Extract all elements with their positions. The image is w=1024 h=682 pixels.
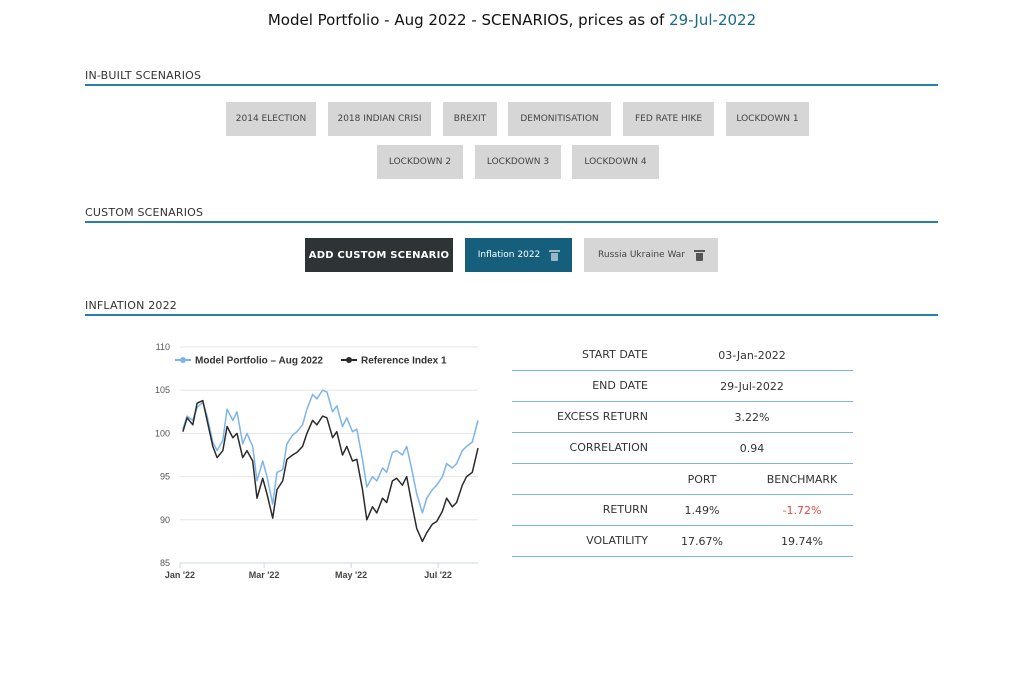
scenario-stats-table: START DATE 03-Jan-2022 END DATE 29-Jul-2… <box>512 340 853 557</box>
stats-col-benchmark: BENCHMARK <box>766 473 838 486</box>
custom-scenario-russia-ukraine-war[interactable]: Russia Ukraine War <box>584 238 718 272</box>
stats-value: 3.22% <box>734 411 770 424</box>
x-tick-label: Jul '22 <box>424 570 452 580</box>
y-tick-label: 110 <box>156 342 170 352</box>
stats-row-return: RETURN 1.49% -1.72% <box>512 495 853 526</box>
custom-scenario-label: Inflation 2022 <box>477 250 541 260</box>
legend-label: Reference Index 1 <box>361 356 447 367</box>
y-tick-label: 90 <box>160 515 170 525</box>
trash-icon[interactable] <box>549 249 561 261</box>
scenario-button-2014-election[interactable]: 2014 ELECTION <box>226 102 316 136</box>
stats-label: VOLATILITY <box>586 534 648 547</box>
stats-row-correlation: CORRELATION 0.94 <box>512 433 853 464</box>
scenario-button-2018-indian-crisis[interactable]: 2018 INDIAN CRISI <box>328 102 431 136</box>
x-tick-label: Mar '22 <box>249 570 280 580</box>
chart-series <box>182 389 479 543</box>
stats-row-start-date: START DATE 03-Jan-2022 <box>512 340 853 371</box>
stats-col-port: PORT <box>687 473 717 486</box>
legend-marker <box>345 357 352 363</box>
scenario-chart: 85 90 95 100 105 110 Jan '22 Mar '22 May '22 Jul… <box>145 335 485 585</box>
trash-icon[interactable] <box>693 249 705 261</box>
stats-value-port: 1.49% <box>684 504 720 517</box>
scenario-button-lockdown-3[interactable]: LOCKDOWN 3 <box>475 145 561 179</box>
selected-scenario-heading: INFLATION 2022 <box>85 299 938 316</box>
stats-value-benchmark: 19.74% <box>781 535 823 548</box>
stats-label: END DATE <box>592 379 648 392</box>
series-line <box>182 389 479 514</box>
scenario-button-lockdown-2[interactable]: LOCKDOWN 2 <box>377 145 463 179</box>
chart-y-ticks: 85 90 95 100 105 110 <box>155 342 170 568</box>
chart-legend: Model Portfolio – Aug 2022 Reference Inde… <box>175 356 447 367</box>
scenario-chart-svg: 85 90 95 100 105 110 Jan '22 Mar '22 May '22 Jul… <box>155 342 479 580</box>
scenario-button-brexit[interactable]: BREXIT <box>443 102 497 136</box>
y-tick-label: 100 <box>155 428 170 438</box>
custom-scenarios-heading: CUSTOM SCENARIOS <box>85 206 938 223</box>
add-custom-scenario-button[interactable]: ADD CUSTOM SCENARIO <box>305 238 453 272</box>
chart-x-ticks: Jan '22 Mar '22 May '22 Jul '22 <box>165 563 452 580</box>
scenario-button-lockdown-1[interactable]: LOCKDOWN 1 <box>726 102 809 136</box>
x-tick-label: May '22 <box>335 570 367 580</box>
stats-row-column-headers: PORT BENCHMARK <box>512 464 853 495</box>
inbuilt-scenarios-heading: IN-BUILT SCENARIOS <box>85 69 938 86</box>
stats-label: START DATE <box>581 348 648 361</box>
stats-value: 03-Jan-2022 <box>718 349 786 362</box>
scenario-button-fed-rate-hike[interactable]: FED RATE HIKE <box>623 102 714 136</box>
stats-row-excess-return: EXCESS RETURN 3.22% <box>512 402 853 433</box>
y-tick-label: 85 <box>160 558 170 568</box>
stats-label: RETURN <box>602 503 648 516</box>
series-line <box>182 399 479 543</box>
scenario-button-demonitisation[interactable]: DEMONITISATION <box>508 102 611 136</box>
scenario-button-lockdown-4[interactable]: LOCKDOWN 4 <box>572 145 659 179</box>
stats-row-end-date: END DATE 29-Jul-2022 <box>512 371 853 402</box>
legend-label: Model Portfolio – Aug 2022 <box>195 356 323 367</box>
legend-marker <box>180 357 186 363</box>
custom-scenario-inflation-2022[interactable]: Inflation 2022 <box>465 238 572 272</box>
stats-label: CORRELATION <box>569 441 648 454</box>
stats-value-port: 17.67% <box>681 535 723 548</box>
stats-value-benchmark: -1.72% <box>782 504 822 517</box>
x-tick-label: Jan '22 <box>165 570 195 580</box>
stats-label: EXCESS RETURN <box>556 410 648 423</box>
chart-grid <box>180 346 478 564</box>
y-tick-label: 105 <box>155 385 170 395</box>
stats-value: 29-Jul-2022 <box>720 380 784 393</box>
y-tick-label: 95 <box>160 472 170 482</box>
custom-scenario-label: Russia Ukraine War <box>598 250 685 260</box>
prices-date: 29-Jul-2022 <box>669 11 757 29</box>
stats-value: 0.94 <box>739 442 765 455</box>
stats-row-volatility: VOLATILITY 17.67% 19.74% <box>512 526 853 557</box>
page-title: Model Portfolio - Aug 2022 - SCENARIOS, … <box>0 11 1024 29</box>
title-prefix: Model Portfolio - Aug 2022 - SCENARIOS, … <box>267 11 670 29</box>
